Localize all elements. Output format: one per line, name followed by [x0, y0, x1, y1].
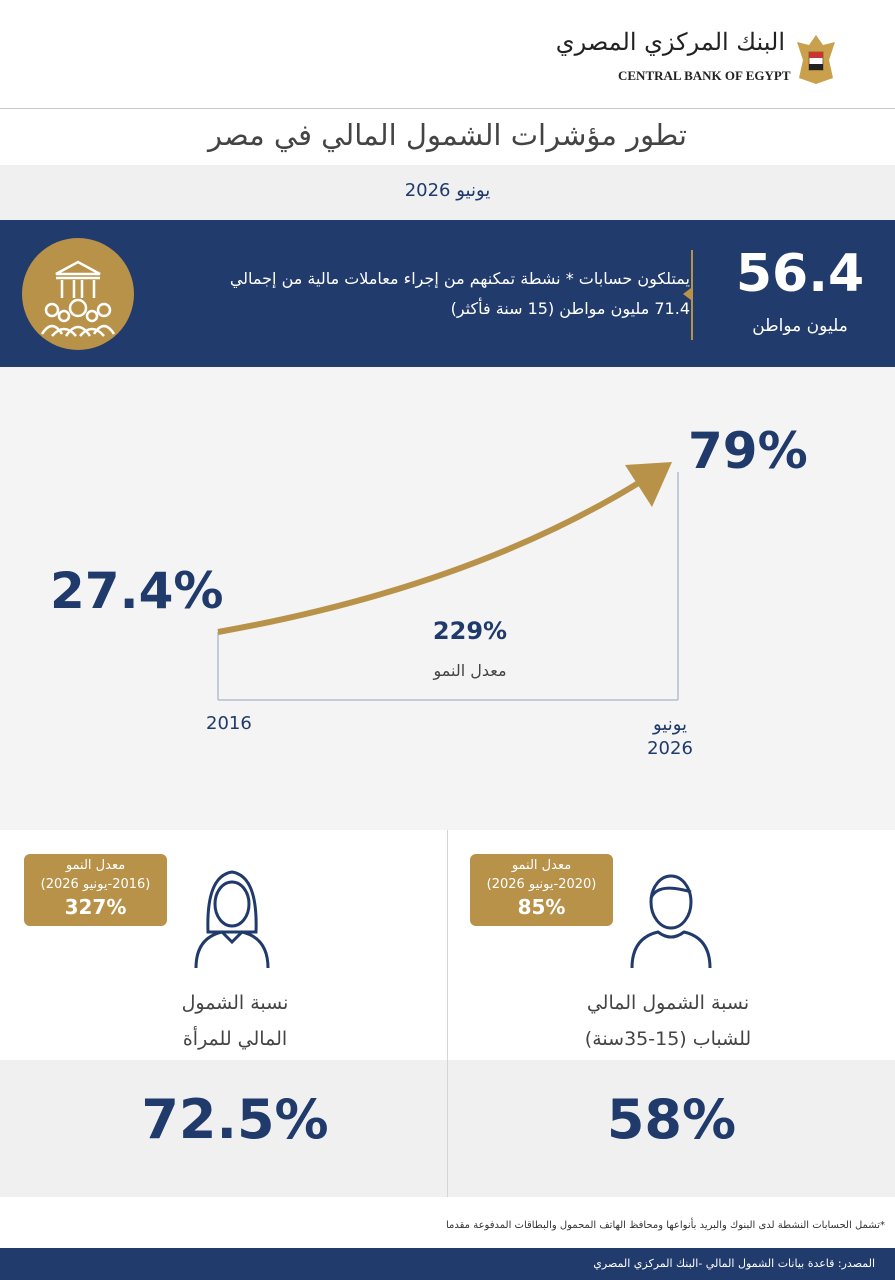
banner-text: يمتلكون حسابات * نشطة تمكنهم من إجراء مع…	[230, 264, 690, 324]
growth-section: 27.4% 79% 229% معدل النمو 2016 يونيو 202…	[0, 367, 895, 830]
woman-icon	[194, 870, 270, 969]
source-bar: المصدر: قاعدة بيانات الشمول المالي -البن…	[0, 1248, 895, 1280]
label-line: للشباب (15-35سنة)	[584, 1028, 752, 1050]
header: البنك المركزي المصري CENTRAL BANK OF EGY…	[0, 0, 895, 109]
separator	[683, 250, 693, 340]
youth-label: نسبة الشمول المالي للشباب (15-35سنة)	[528, 985, 808, 1057]
end-label-line: يونيو	[652, 714, 688, 735]
youth-badge: معدل النمو (2020-يونيو 2026) 85%	[470, 854, 613, 926]
bank-icon	[22, 238, 134, 350]
start-value: 27.4%	[50, 562, 224, 620]
source: المصدر: قاعدة بيانات الشمول المالي -البن…	[593, 1257, 875, 1270]
man-icon	[630, 874, 712, 969]
title: تطور مؤشرات الشمول المالي في مصر	[208, 118, 687, 152]
logo-english: CENTRAL BANK OF EGYPT	[618, 68, 791, 83]
growth-rate-label: معدل النمو	[433, 661, 507, 680]
women-label: نسبة الشمول المالي للمرأة	[130, 985, 340, 1057]
start-label: 2016	[206, 713, 252, 734]
label-line: نسبة الشمول المالي	[586, 992, 750, 1014]
women-badge: معدل النمو (2016-يونيو 2026) 327%	[24, 854, 167, 926]
label-line: نسبة الشمول	[181, 992, 289, 1014]
badge-value: 85%	[517, 895, 566, 919]
end-label-line: 2026	[647, 738, 693, 759]
date: يونيو 2026	[404, 180, 491, 201]
banner-line: 71.4 مليون مواطن (15 سنة فأكثر)	[450, 299, 690, 318]
badge-value: 327%	[64, 895, 127, 919]
badge-period: (2020-يونيو 2026)	[486, 877, 597, 892]
youth-value: 58%	[606, 1088, 737, 1151]
banner-unit: مليون مواطن	[752, 316, 848, 336]
women-value: 72.5%	[141, 1088, 329, 1151]
badge-label: معدل النمو	[511, 858, 572, 873]
youth-card: معدل النمو (2020-يونيو 2026) 85% نسبة ال…	[448, 830, 895, 1197]
growth-graphic	[217, 462, 679, 701]
eagle-logo	[797, 35, 835, 84]
banner-value: 56.4	[735, 244, 865, 304]
end-label: يونيو 2026	[640, 713, 700, 761]
badge-period: (2016-يونيو 2026)	[40, 877, 151, 892]
women-card: معدل النمو (2016-يونيو 2026) 327% نسبة ا…	[0, 830, 447, 1197]
badge-label: معدل النمو	[65, 858, 126, 873]
logo-arabic: البنك المركزي المصري	[555, 28, 785, 56]
label-line: المالي للمرأة	[182, 1028, 288, 1050]
end-value: 79%	[688, 422, 808, 480]
banner: يمتلكون حسابات * نشطة تمكنهم من إجراء مع…	[0, 220, 895, 367]
divider	[447, 830, 448, 1197]
date-band: يونيو 2026	[0, 165, 895, 220]
growth-rate: 229%	[432, 617, 508, 645]
banner-line: يمتلكون حسابات * نشطة تمكنهم من إجراء مع…	[229, 269, 690, 288]
footnote: *تشمل الحسابات النشطة لدى البنوك والبريد…	[445, 1220, 885, 1231]
